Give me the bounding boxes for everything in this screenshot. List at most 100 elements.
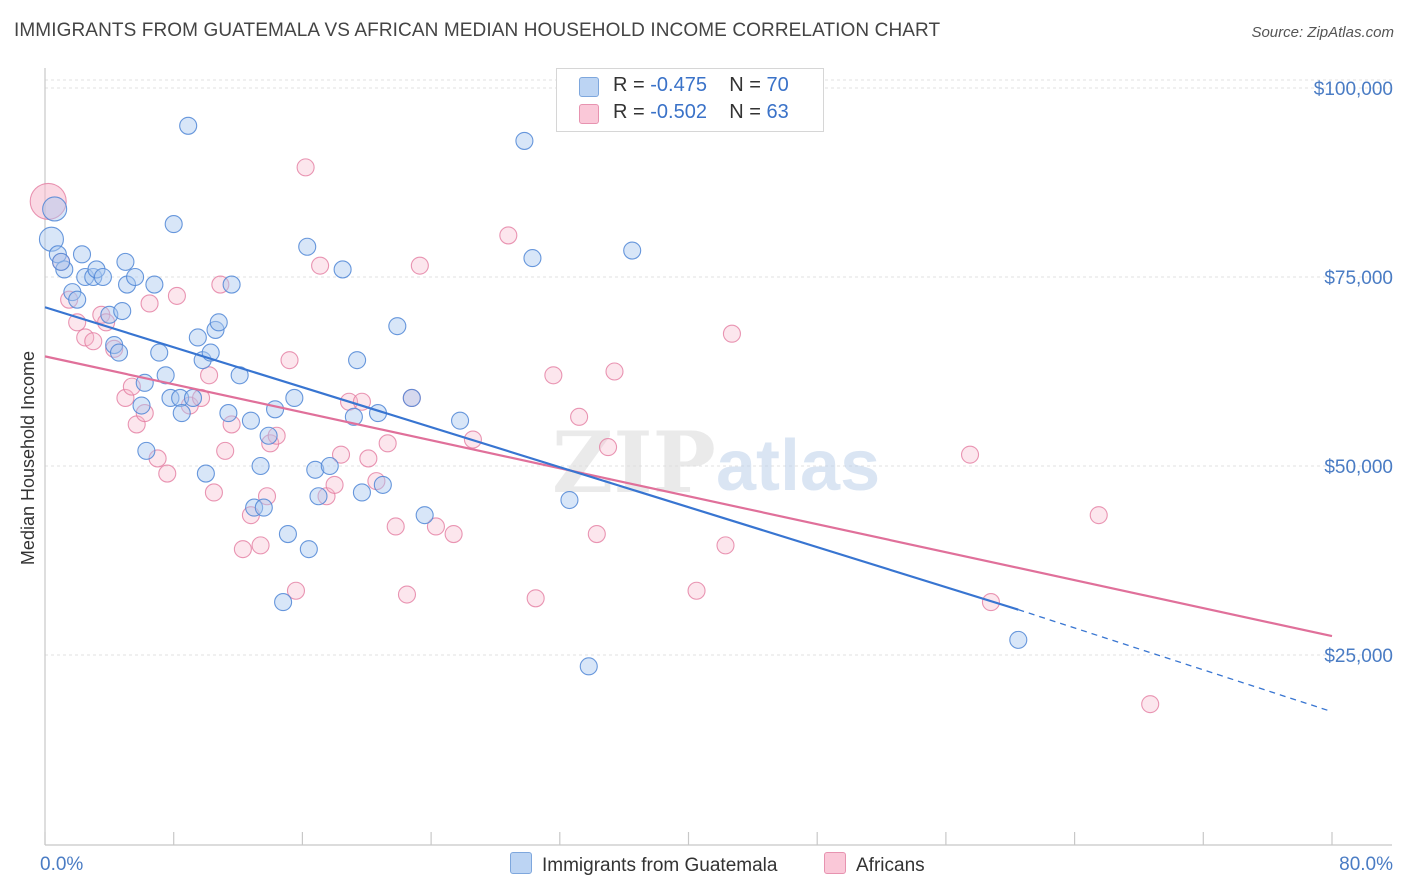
- africans-point: [251, 536, 270, 555]
- africans-trend-line: [44, 355, 1333, 638]
- guatemala-point: [87, 260, 106, 279]
- guatemala-point: [156, 366, 175, 385]
- guatemala-point: [38, 226, 64, 252]
- africans-point: [587, 524, 606, 544]
- africans-point: [1141, 695, 1160, 714]
- guatemala-point: [188, 328, 207, 347]
- africans-point: [359, 449, 378, 468]
- africans-point: [960, 445, 980, 464]
- africans-point: [687, 581, 706, 600]
- guatemala-point: [241, 411, 260, 430]
- guatemala-point: [172, 404, 191, 423]
- africans-point: [716, 536, 735, 555]
- legend-label-africans: Africans: [856, 855, 925, 876]
- guatemala-point: [161, 388, 180, 408]
- guatemala-point: [196, 464, 215, 483]
- stats-n-value: 70: [766, 74, 789, 96]
- y-tick-label: $75,000: [1324, 268, 1393, 289]
- trend-lines: [44, 306, 1333, 713]
- guatemala-point: [579, 657, 598, 676]
- x-tick-label: 0.0%: [40, 854, 83, 875]
- guatemala-point: [259, 426, 278, 445]
- guatemala-points: [38, 116, 1028, 676]
- africans-point: [286, 581, 306, 600]
- africans-point: [722, 324, 741, 343]
- stats-n-label: N =: [729, 74, 767, 96]
- guatemala-point: [52, 252, 71, 271]
- legend-item-guatemala[interactable]: Immigrants from Guatemala: [510, 852, 777, 877]
- guatemala-point: [515, 131, 534, 150]
- x-tick-labels: 0.0% 80.0%: [40, 854, 1393, 875]
- africans-point: [233, 540, 252, 559]
- watermark-atlas: atlas: [716, 426, 880, 506]
- africans-point: [158, 464, 177, 483]
- africans-point: [216, 441, 235, 460]
- guatemala-point: [333, 260, 352, 279]
- guatemala-point: [164, 215, 183, 234]
- legend-swatch-guatemala: [510, 852, 532, 874]
- guatemala-point: [402, 388, 421, 408]
- guatemala-point: [132, 396, 151, 415]
- legend-item-africans[interactable]: Africans: [824, 852, 925, 877]
- africans-point: [204, 483, 223, 502]
- guatemala-point: [150, 343, 169, 362]
- guatemala-point: [348, 351, 367, 370]
- africans-point: [444, 524, 463, 544]
- africans-point: [1089, 506, 1108, 525]
- guatemala-point: [116, 252, 135, 271]
- chart-title: IMMIGRANTS FROM GUATEMALA VS AFRICAN MED…: [14, 20, 941, 41]
- guatemala-point: [113, 301, 132, 321]
- africans-point: [325, 475, 344, 494]
- africans-point: [426, 517, 445, 536]
- guatemala-point: [137, 441, 156, 460]
- stats-n-value: 63: [766, 101, 789, 123]
- stats-n-label: N =: [729, 101, 767, 123]
- guatemala-point: [352, 483, 371, 502]
- guatemala-point: [523, 249, 542, 268]
- africans-point: [397, 585, 417, 604]
- y-tick-label: $50,000: [1324, 457, 1393, 478]
- y-axis-label: Median Household Income: [18, 351, 38, 565]
- africans-point: [410, 256, 429, 275]
- africans-point: [605, 362, 624, 381]
- stats-r-value: -0.475: [650, 74, 707, 96]
- guatemala-point: [299, 540, 318, 559]
- guatemala-point: [68, 290, 87, 309]
- y-tick-label: $25,000: [1324, 646, 1393, 667]
- y-tick-label: $100,000: [1314, 79, 1393, 100]
- guatemala-point: [179, 116, 198, 135]
- africans-point: [570, 407, 589, 426]
- guatemala-point: [623, 241, 642, 260]
- africans-point: [311, 256, 330, 275]
- stats-swatch-guatemala: [579, 77, 599, 97]
- legend-label-guatemala: Immigrants from Guatemala: [542, 855, 778, 876]
- guatemala-point: [266, 400, 285, 419]
- africans-point: [140, 294, 159, 313]
- guatemala-point: [126, 267, 145, 287]
- guatemala-point: [373, 475, 392, 494]
- africans-point: [200, 366, 219, 385]
- guatemala-point: [306, 460, 325, 479]
- guatemala-point: [219, 404, 238, 423]
- guatemala-point: [72, 245, 92, 264]
- africans-point: [526, 589, 545, 608]
- guatemala-point: [222, 275, 241, 294]
- guatemala-point: [320, 456, 339, 476]
- africans-point: [544, 366, 563, 385]
- africans-point: [599, 438, 618, 457]
- y-tick-labels: $25,000 $50,000 $75,000 $100,000: [1314, 79, 1393, 667]
- guatemala-point: [209, 313, 228, 332]
- guatemala-point: [145, 275, 164, 294]
- africans-point: [280, 351, 299, 370]
- guatemala-point: [251, 456, 270, 476]
- guatemala-point: [309, 487, 328, 506]
- legend-swatch-africans: [824, 852, 846, 874]
- africans-point: [84, 332, 103, 351]
- africans-point: [261, 434, 280, 453]
- guatemala-point: [298, 237, 317, 256]
- stats-r-label: R =: [613, 101, 651, 123]
- guatemala-point: [278, 524, 297, 544]
- africans-point: [116, 388, 135, 408]
- guatemala-point: [344, 407, 363, 426]
